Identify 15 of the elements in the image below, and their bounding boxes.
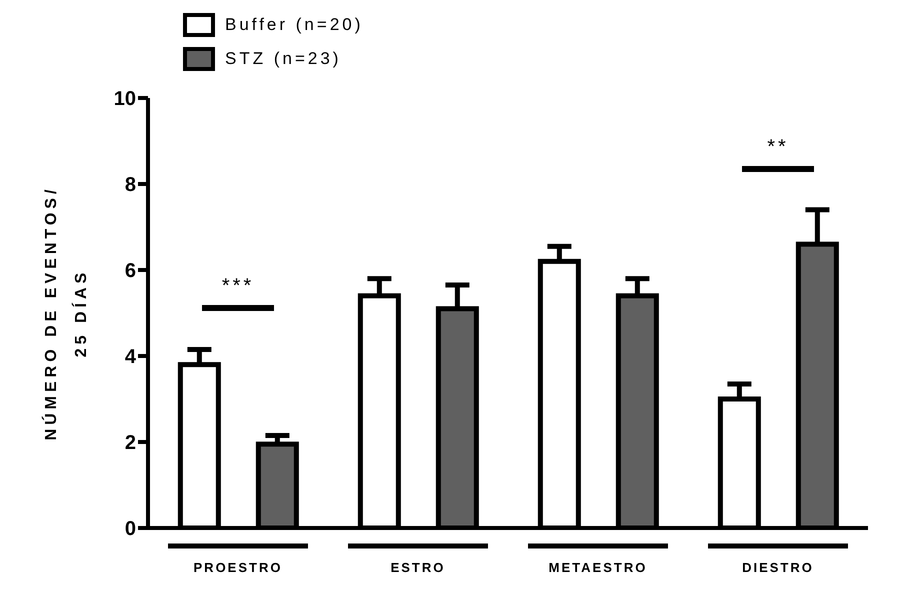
y-tick-label: 6 xyxy=(124,260,136,282)
annotation: ** xyxy=(767,136,789,158)
legend-label: STZ (n=23) xyxy=(225,49,342,69)
y-axis-title: NÚMERO DE EVENTOS/ 25 DÍAS xyxy=(41,186,90,440)
legend-label: Buffer (n=20) xyxy=(225,15,364,35)
annotation: *** xyxy=(222,275,254,297)
y-tick-label: 4 xyxy=(124,346,137,368)
x-tick-label: DIESTRO xyxy=(742,560,814,575)
y-tick-label: 2 xyxy=(124,432,136,454)
x-tick-label: PROESTRO xyxy=(194,560,282,575)
x-tick-label: METAESTRO xyxy=(548,560,648,575)
y-tick-label: 8 xyxy=(124,174,136,196)
y-tick-label: 0 xyxy=(124,518,136,540)
x-tick-label: ESTRO xyxy=(390,560,446,575)
y-tick-label: 10 xyxy=(114,88,136,110)
